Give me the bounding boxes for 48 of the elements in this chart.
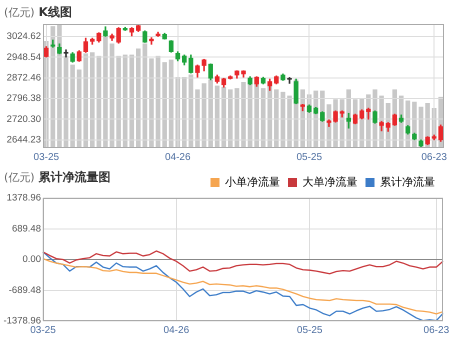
legend-label: 大单净流量 <box>302 176 358 189</box>
bar <box>70 64 75 148</box>
bar <box>208 79 213 148</box>
y-axis-title: (亿元) <box>4 171 35 184</box>
x-tick-label: 05-25 <box>296 152 322 163</box>
chart-title: K线图 <box>38 5 72 19</box>
x-tick-label: 04-26 <box>164 152 191 163</box>
bar <box>162 62 167 148</box>
bar <box>214 86 220 148</box>
y-tick-label: 2720.30 <box>6 114 41 125</box>
bar <box>142 44 148 148</box>
x-tick-label: 06-23 <box>421 152 448 163</box>
y-tick-label: 2644.23 <box>6 134 41 146</box>
bar <box>116 56 121 148</box>
y-tick-label: 0.00 <box>22 254 41 266</box>
bar <box>168 60 174 148</box>
bar <box>96 56 102 148</box>
x-tick-label: 05-25 <box>296 324 323 336</box>
y-tick-label: 2948.54 <box>6 52 41 63</box>
legend-label: 小单净流量 <box>225 176 280 189</box>
bar <box>274 89 279 148</box>
candlestick <box>287 77 292 84</box>
x-tick-label: 03-25 <box>30 324 56 336</box>
y-tick-label: 689.48 <box>12 223 41 234</box>
bar <box>50 26 56 148</box>
x-tick-label: 04-26 <box>164 324 190 336</box>
y-axis-title: (亿元) <box>4 6 35 19</box>
bar <box>76 70 82 148</box>
bar <box>182 76 187 148</box>
bar <box>136 48 141 148</box>
x-tick-label: 06-23 <box>424 324 450 336</box>
y-tick-label: -1378.96 <box>3 316 41 327</box>
candlestick <box>64 49 68 58</box>
bar <box>188 74 194 148</box>
y-tick-label: 2796.38 <box>6 93 41 104</box>
bar <box>228 89 233 148</box>
bar <box>260 88 266 148</box>
bar <box>129 54 134 148</box>
chart-title: 累计净流量图 <box>38 170 111 184</box>
bar <box>122 54 128 148</box>
y-tick-label: -689.48 <box>8 284 41 296</box>
legend-label: 累计净流量 <box>380 176 435 189</box>
candlestick <box>149 37 154 45</box>
bar <box>90 52 95 148</box>
y-tick-label: 2872.46 <box>6 72 41 84</box>
y-tick-label: 3024.62 <box>6 31 41 42</box>
y-tick-label: 1378.96 <box>6 192 41 204</box>
x-tick-label: 03-25 <box>34 152 60 163</box>
